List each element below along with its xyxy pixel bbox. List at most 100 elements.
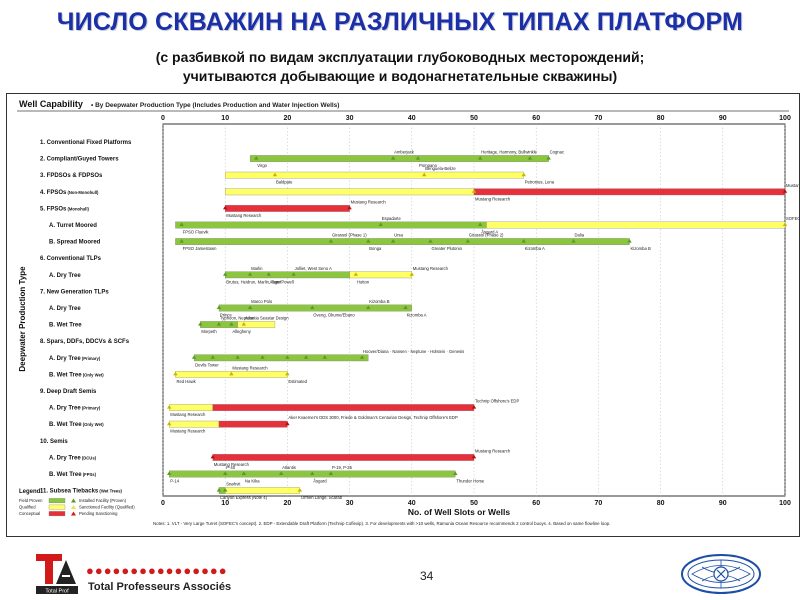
data-point-label: Mustang Research <box>475 448 511 453</box>
data-point-label: Dalia <box>575 233 585 238</box>
category-sublabel: (Only Wet) <box>82 422 105 427</box>
data-point-marker <box>291 272 296 276</box>
bar-row: Virgo Amberjack Pompano Heritage, Harmony, … <box>249 150 564 168</box>
data-point-marker <box>191 355 197 359</box>
data-point-label: P-14 <box>170 479 180 484</box>
data-point-marker <box>422 172 427 177</box>
legend-marker-icon <box>71 498 76 503</box>
data-point-marker <box>167 421 172 426</box>
data-point-marker <box>782 189 788 193</box>
category-label: B. Wet Tree (Only Wet) <box>49 372 104 378</box>
subtitle-line-1: (с разбивкой по видам эксплуатации глубо… <box>155 49 645 65</box>
data-point-marker <box>285 355 290 359</box>
data-point-label: Mustang Research <box>786 183 799 188</box>
category-label: A. Turret Moored <box>49 223 97 229</box>
data-point-marker <box>297 488 303 492</box>
y-axis-label: Deepwater Production Type <box>18 266 27 372</box>
data-point-marker <box>310 305 315 309</box>
data-point-label: Kizomba B <box>631 246 651 251</box>
data-point-label: Mustang Research <box>475 196 511 201</box>
bar-row: Prince Marco Polo Oveng, Okume/Ebano Kizomb… <box>216 299 427 318</box>
data-point-marker <box>216 322 222 326</box>
data-point-marker <box>223 471 228 475</box>
category-label: 6. Conventional TLPs <box>40 256 102 262</box>
category-label: B. Wet Tree (FPSs) <box>49 472 97 478</box>
data-point-marker <box>247 272 253 276</box>
data-point-label: Greater Plutonio <box>431 246 462 251</box>
data-point-marker <box>471 454 477 459</box>
data-point-label: Kizomba A <box>525 246 545 251</box>
bar-segment-qualified <box>225 487 300 494</box>
data-point-marker <box>173 371 178 376</box>
data-point-marker <box>241 322 247 326</box>
legend-marker-label: Pending Sanctioning <box>79 511 118 516</box>
data-point-marker <box>428 239 433 243</box>
category-label: A. Dry Tree <box>49 273 81 279</box>
data-point-marker <box>223 272 228 276</box>
data-point-marker <box>359 355 365 359</box>
bar-segment-proven <box>218 304 412 312</box>
category-label: 8. Spars, DDFs, DDCVs & SCFs <box>40 339 130 345</box>
data-point-marker <box>247 305 253 309</box>
bar-segment-proven <box>175 238 630 245</box>
category-sublabel: (Monohull) <box>66 206 89 211</box>
data-point-marker <box>347 205 352 210</box>
x-tick-label-top: 60 <box>532 115 540 122</box>
data-point-marker <box>478 222 483 226</box>
data-point-label: Typhoon, Neptune <box>220 316 255 321</box>
bar-row: Devils Tower Hoover/Diana · Nansen · Nept… <box>191 349 464 367</box>
category-label: B. Wet Tree (Only Wet) <box>49 422 104 428</box>
category-label: 10. Semis <box>40 439 68 445</box>
data-point-marker <box>328 239 334 243</box>
category-label: 1. Conventional Fixed Platforms <box>40 140 132 146</box>
data-point-label: Mustang Research <box>214 462 250 467</box>
data-point-label: Åsgard A <box>481 230 498 235</box>
data-point-marker <box>272 172 278 177</box>
legend-marker-icon <box>71 511 76 516</box>
data-point-marker <box>378 222 383 226</box>
company-name: Total Professeurs Associés <box>88 581 232 593</box>
category-sublabel: (FPSs) <box>82 472 97 477</box>
data-point-marker <box>465 239 470 243</box>
bar-segment-conceptual <box>212 404 475 411</box>
data-point-label: SOFEC's VLT (1) Concept <box>786 216 799 221</box>
bar-segment-qualified <box>486 221 786 229</box>
data-point-label: Cognac <box>550 150 564 155</box>
x-tick-label-bottom: 40 <box>408 500 416 507</box>
bar-row: Mustang Research Mustang Research <box>225 183 799 201</box>
data-point-marker <box>403 305 408 309</box>
bar-segment-qualified <box>237 321 276 328</box>
category-label: 5. FPSOs (Monohull) <box>40 206 90 212</box>
data-point-label: Canyon Express (Note 4) <box>220 495 268 500</box>
legend-swatch-conceptual <box>48 511 66 517</box>
x-tick-label-top: 80 <box>657 115 665 122</box>
data-point-marker <box>198 322 203 326</box>
category-label: A. Dry Tree (Primary) <box>49 356 101 362</box>
data-point-label: Mustang Research <box>170 412 206 417</box>
data-point-marker <box>521 239 526 243</box>
tpa-logo-icon: Total Prof <box>36 554 78 595</box>
subtitle-line-2: учитываются добывающие и водонагнетатель… <box>182 68 618 84</box>
data-point-marker <box>241 471 247 475</box>
category-label: 7. New Generation TLPs <box>40 289 109 295</box>
x-tick-label-top: 20 <box>284 115 292 122</box>
data-point-marker <box>328 471 334 475</box>
chart-notes: Notes: 1. VLT - Very Large Turret (SOFEC… <box>153 521 610 526</box>
data-point-label: Aker Kvaerner's DDS 3000, Friede & Goldm… <box>288 415 458 420</box>
legend-marker-label: Installed Facility (Proven) <box>79 498 127 503</box>
data-point-marker <box>210 454 215 459</box>
data-point-label: Red Hawk <box>176 379 196 384</box>
data-point-marker <box>478 156 483 160</box>
data-point-marker <box>229 322 234 326</box>
data-point-marker <box>546 156 551 160</box>
x-axis-label: No. of Well Slots or Wells <box>408 507 510 517</box>
x-tick-label-top: 40 <box>408 115 416 122</box>
x-tick-label-top: 30 <box>346 115 354 122</box>
bar-row: Brutus, Heidrun, Marlin, Ram/Powell Marli… <box>223 266 449 284</box>
data-point-marker <box>471 189 477 193</box>
x-tick-label-bottom: 0 <box>161 500 165 507</box>
category-sublabel: (Only Wet) <box>82 372 105 377</box>
data-point-marker <box>303 355 309 359</box>
category-label: 11. Subsea Tiebacks (Wet Trees) <box>40 489 123 495</box>
